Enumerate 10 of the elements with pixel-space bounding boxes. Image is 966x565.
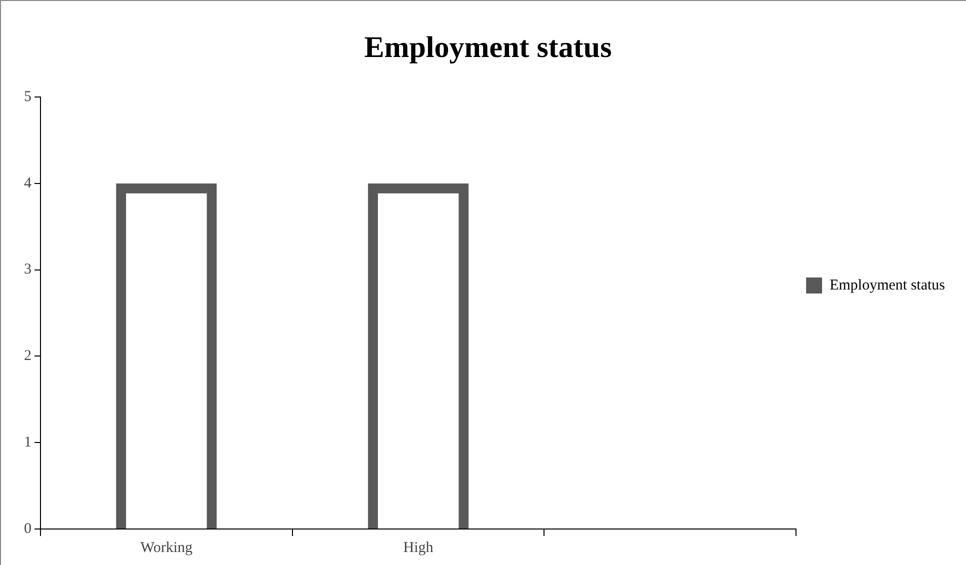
y-tick-label: 0 [24,520,32,537]
y-tick-label: 4 [24,175,32,192]
legend-label: Employment status [830,277,946,294]
y-tick-label: 5 [24,88,32,105]
x-tick-label: High [403,540,434,556]
y-tick-label: 2 [24,348,32,364]
y-tick-label: 1 [24,434,32,451]
y-tick-label: 3 [24,262,32,278]
x-tick-label: Working [140,540,193,556]
chart-title: Employment status [364,30,612,64]
